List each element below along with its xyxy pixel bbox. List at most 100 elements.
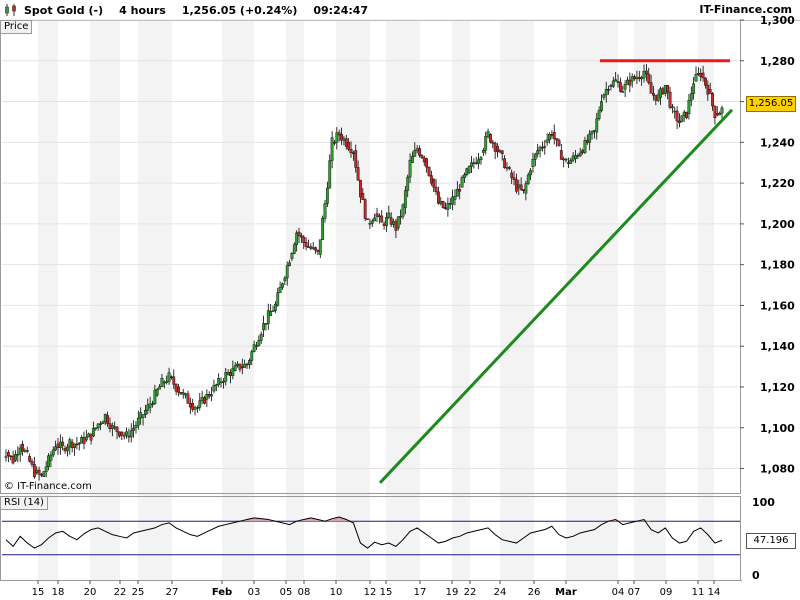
candle bbox=[675, 106, 679, 130]
candle bbox=[361, 187, 365, 200]
candle bbox=[134, 421, 138, 434]
candle bbox=[153, 384, 157, 406]
price-tick-label: 1,280 bbox=[760, 55, 795, 68]
candle bbox=[214, 383, 218, 392]
candle bbox=[58, 434, 62, 455]
rsi-tick-label: 0 bbox=[752, 569, 760, 582]
candle bbox=[380, 210, 384, 223]
candle bbox=[101, 420, 105, 424]
x-tick-label: 04 bbox=[612, 587, 625, 598]
candle bbox=[200, 390, 204, 405]
candle bbox=[704, 77, 707, 89]
candle bbox=[718, 111, 722, 116]
candle bbox=[333, 139, 336, 146]
symbol-label: Spot Gold (-) bbox=[24, 3, 104, 17]
candle bbox=[80, 435, 84, 444]
candle bbox=[63, 445, 67, 454]
candle bbox=[11, 450, 15, 465]
candle bbox=[689, 86, 693, 107]
watermark: © IT-Finance.com bbox=[4, 481, 92, 492]
candle bbox=[711, 92, 714, 111]
candle bbox=[212, 379, 216, 394]
candle bbox=[720, 105, 724, 120]
candle bbox=[399, 209, 403, 225]
candle bbox=[297, 227, 301, 244]
candle bbox=[531, 152, 535, 173]
candle bbox=[318, 239, 322, 259]
candle bbox=[500, 150, 504, 161]
candle bbox=[94, 427, 98, 431]
candle bbox=[411, 151, 414, 164]
candle bbox=[330, 131, 334, 169]
support-trendline[interactable] bbox=[378, 108, 734, 484]
candle bbox=[30, 458, 34, 468]
candle bbox=[193, 405, 197, 416]
candle bbox=[75, 436, 79, 450]
candle bbox=[574, 149, 577, 164]
candle bbox=[340, 127, 343, 145]
candle bbox=[550, 130, 554, 139]
candle bbox=[621, 85, 625, 93]
day-band bbox=[336, 20, 370, 580]
candle bbox=[434, 179, 438, 196]
candle bbox=[23, 448, 27, 453]
candle bbox=[479, 155, 483, 165]
candle bbox=[302, 235, 306, 249]
candle bbox=[191, 398, 195, 412]
candle bbox=[174, 383, 178, 396]
rsi-tick-label: 100 bbox=[752, 496, 775, 509]
candle bbox=[493, 141, 497, 160]
candle bbox=[427, 166, 431, 177]
candle bbox=[99, 421, 102, 431]
price-tick-label: 1,080 bbox=[760, 463, 795, 476]
candle bbox=[432, 178, 436, 192]
candle bbox=[54, 440, 58, 452]
candle bbox=[387, 205, 391, 220]
candle bbox=[444, 202, 447, 210]
x-tick-label: 15 bbox=[32, 587, 45, 598]
candle bbox=[141, 414, 145, 426]
candle bbox=[148, 396, 152, 414]
candle bbox=[247, 358, 251, 369]
candle bbox=[373, 213, 377, 222]
x-tick-label: 18 bbox=[52, 587, 65, 598]
candle bbox=[548, 132, 551, 144]
candle bbox=[611, 76, 615, 88]
candle bbox=[224, 367, 228, 386]
candle bbox=[385, 212, 388, 232]
x-tick-label: 10 bbox=[330, 587, 343, 598]
candle bbox=[165, 375, 169, 385]
candle bbox=[524, 180, 528, 201]
candle bbox=[557, 138, 561, 147]
candle bbox=[295, 230, 299, 252]
candle bbox=[292, 242, 296, 255]
day-band bbox=[138, 20, 172, 580]
x-tick-label: 14 bbox=[708, 587, 721, 598]
candlestick-icon[interactable] bbox=[4, 3, 18, 17]
x-tick-label: 11 bbox=[692, 587, 705, 598]
candle bbox=[458, 183, 462, 200]
price-tick-label: 1,200 bbox=[760, 218, 795, 231]
candle bbox=[9, 455, 13, 461]
candle bbox=[278, 281, 282, 293]
candle bbox=[489, 133, 492, 144]
candle bbox=[437, 186, 440, 205]
day-band bbox=[38, 20, 58, 580]
x-tick-label: 03 bbox=[248, 587, 261, 598]
candle bbox=[198, 392, 202, 411]
candle bbox=[49, 451, 53, 468]
candle bbox=[66, 443, 69, 457]
candle bbox=[337, 129, 341, 142]
brand-label: IT-Finance.com bbox=[699, 3, 792, 16]
candle bbox=[559, 144, 563, 160]
candle bbox=[155, 387, 159, 397]
candles bbox=[4, 64, 724, 481]
candle bbox=[382, 221, 386, 230]
candle bbox=[510, 169, 514, 185]
candle bbox=[377, 213, 381, 224]
candle bbox=[217, 373, 221, 388]
x-tick-label: 12 bbox=[364, 587, 377, 598]
candle bbox=[578, 147, 582, 158]
candle bbox=[281, 282, 284, 290]
